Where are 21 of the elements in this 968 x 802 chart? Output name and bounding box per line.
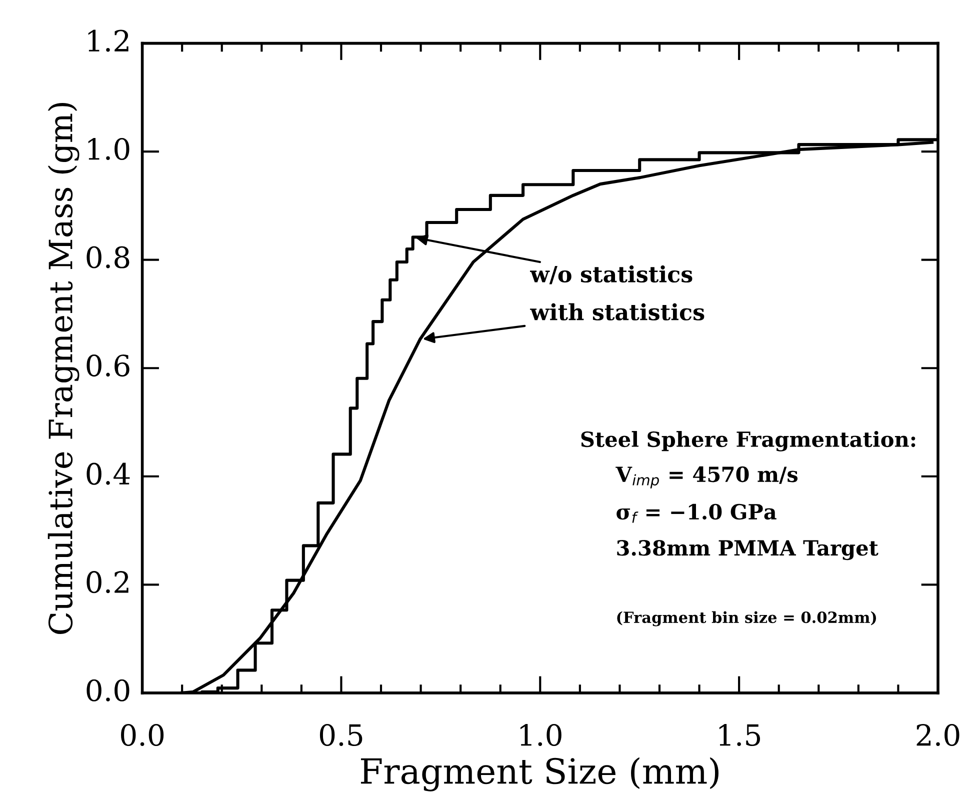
annotation: σ$_{f}$ = −1.0 GPa [616, 504, 776, 523]
annotation: Steel Sphere Fragmentation: [581, 430, 916, 452]
y-tick-label: 1.0 [88, 138, 130, 160]
y-axis-title: Cumulative Fragment Mass (gm) [48, 102, 80, 634]
annotation: with statistics [530, 303, 704, 320]
x-tick-label: 2.0 [916, 724, 960, 746]
x-tick-label: 0.5 [320, 724, 362, 746]
annotation: (Fragment bin size = 0.02mm) [617, 611, 876, 626]
x-axis-title: Fragment Size (mm) [360, 757, 718, 792]
y-tick-label: 0.6 [86, 354, 130, 377]
annotation: 3.38mm PMMA Target [617, 540, 878, 560]
y-tick-label: 0.4 [86, 462, 130, 485]
annotation: w/o statistics [530, 265, 692, 284]
y-tick-label: 1.2 [88, 30, 128, 52]
x-tick-label: 1.0 [520, 724, 562, 746]
y-tick-label: 0.0 [86, 679, 130, 702]
x-tick-label: 1.5 [719, 724, 760, 746]
x-tick-label: 0.0 [121, 724, 164, 746]
annotation: V$_{imp}$ = 4570 m/s [616, 466, 798, 488]
y-tick-label: 0.2 [86, 571, 128, 594]
y-tick-label: 0.8 [86, 246, 130, 268]
